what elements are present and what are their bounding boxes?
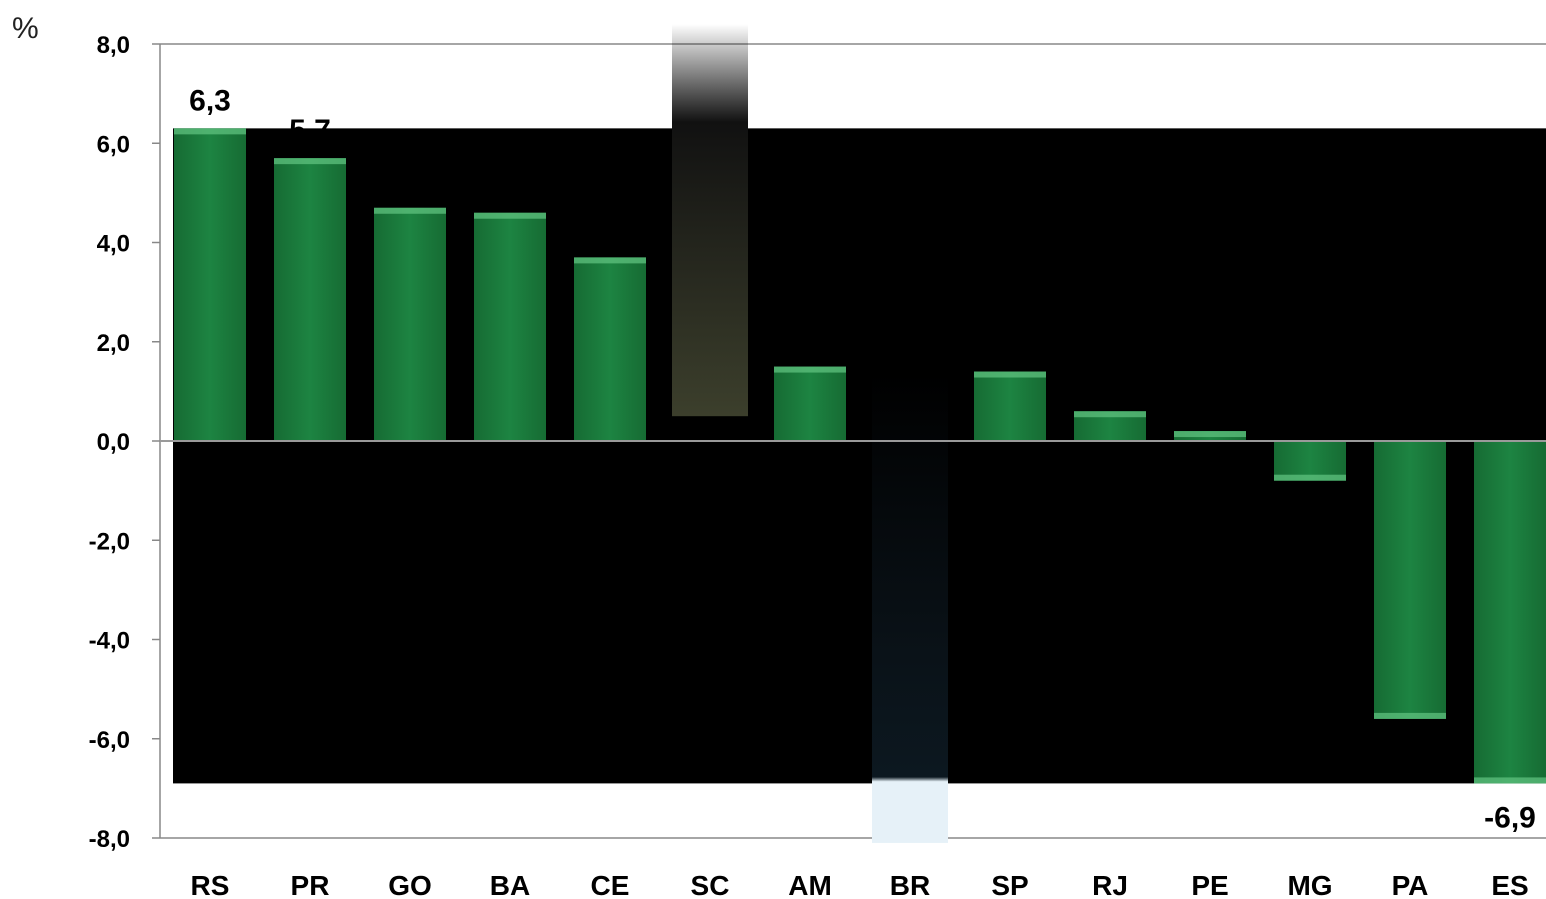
y-tick-label: 6,0 <box>97 131 130 158</box>
y-tick-labels: 8,0 6,0 4,0 2,0 0,0 -2,0 -4,0 -6,0 -8,0 <box>89 32 130 853</box>
bar-bevel <box>1474 777 1546 784</box>
category-label-pa: PA <box>1392 870 1429 899</box>
bar-bevel <box>174 128 246 135</box>
data-label-es: -6,9 <box>1484 801 1536 834</box>
bar-bevel <box>774 366 846 373</box>
y-tick-label: -6,0 <box>89 727 130 754</box>
bar-ce <box>574 257 646 441</box>
bar-mg <box>1274 441 1346 481</box>
bar-fill <box>274 158 346 441</box>
category-label-ba: BA <box>490 870 530 899</box>
bar-pr <box>274 158 346 441</box>
bar-am <box>774 366 846 441</box>
bar-bevel <box>1174 431 1246 438</box>
data-labels: 6,3 5,7 -6,9 <box>189 84 1536 834</box>
category-label-ce: CE <box>591 870 630 899</box>
data-label-pr: 5,7 <box>289 114 331 147</box>
y-unit-label: % <box>12 12 39 45</box>
bar-sc-fill <box>672 24 748 417</box>
category-labels: RS PR GO BA CE SC AM BR SP RJ PE MG PA ES <box>191 870 1529 899</box>
bar-bevel <box>1374 712 1446 719</box>
category-label-es: ES <box>1491 870 1528 899</box>
bar-br-fill <box>872 371 948 843</box>
category-label-mg: MG <box>1287 870 1332 899</box>
y-tick-label: 8,0 <box>97 32 130 59</box>
category-label-br: BR <box>890 870 930 899</box>
bar-pe <box>1174 431 1246 441</box>
bar-bevel <box>274 158 346 165</box>
y-tick-label: 0,0 <box>97 429 130 456</box>
bar-bevel <box>474 212 546 219</box>
category-label-rj: RJ <box>1092 870 1128 899</box>
bar-fill <box>1274 441 1346 481</box>
y-tick-label: 4,0 <box>97 231 130 258</box>
bar-ba <box>474 212 546 441</box>
bar-rs <box>174 128 246 442</box>
category-label-sp: SP <box>991 870 1028 899</box>
bar-bevel <box>574 257 646 264</box>
bar-bevel <box>1074 411 1146 418</box>
bar-fill <box>474 212 546 441</box>
bar-sp <box>974 371 1046 441</box>
bar-fill <box>174 128 246 442</box>
bar-fill <box>374 207 446 441</box>
y-tick-label: -4,0 <box>89 628 130 655</box>
category-label-pe: PE <box>1191 870 1228 899</box>
bar-go <box>374 207 446 441</box>
bar-fill <box>774 366 846 441</box>
data-label-rs: 6,3 <box>189 84 231 117</box>
category-label-rs: RS <box>191 870 230 899</box>
bar-bevel <box>974 371 1046 378</box>
bar-fill <box>974 371 1046 441</box>
category-label-am: AM <box>788 870 832 899</box>
y-tick-label: -8,0 <box>89 826 130 853</box>
y-tick-label: -2,0 <box>89 528 130 555</box>
category-label-go: GO <box>388 870 432 899</box>
bar-bevel <box>374 207 446 214</box>
bars <box>174 24 1546 843</box>
bar-fill <box>574 257 646 441</box>
category-label-sc: SC <box>691 870 730 899</box>
bar-bevel <box>1274 474 1346 481</box>
bar-sc <box>672 24 748 417</box>
bar-fill <box>1374 441 1446 719</box>
axes <box>152 43 1546 839</box>
category-label-pr: PR <box>291 870 330 899</box>
bar-rj <box>1074 411 1146 441</box>
bar-pa <box>1374 441 1446 719</box>
y-tick-label: 2,0 <box>97 330 130 357</box>
bar-br <box>872 371 948 843</box>
bar-es <box>1474 441 1546 784</box>
bar-fill <box>1474 441 1546 784</box>
